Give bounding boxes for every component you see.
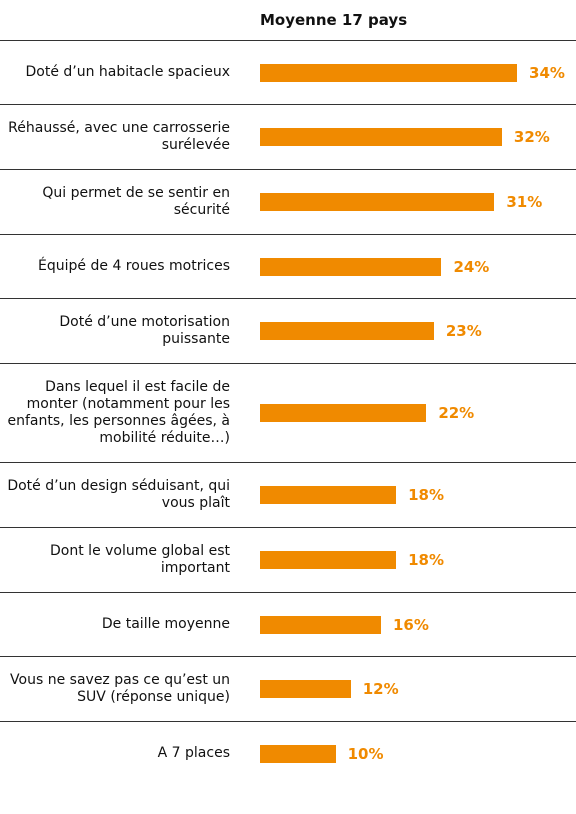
value-label: 18% bbox=[408, 486, 444, 504]
row: Équipé de 4 roues motrices 24% bbox=[0, 234, 576, 298]
category-label: Dont le volume global est important bbox=[50, 543, 230, 576]
bar-group: 24% bbox=[260, 257, 490, 276]
bar bbox=[260, 193, 495, 211]
row: Doté d’une motorisation puissante 23% bbox=[0, 298, 576, 363]
category-label: Réhaussé, avec une carrosserie surélevée bbox=[8, 120, 230, 153]
category-label: Doté d’un habitacle spacieux bbox=[25, 64, 231, 80]
bar bbox=[260, 744, 336, 763]
value-label: 16% bbox=[392, 615, 429, 634]
bar bbox=[260, 128, 502, 146]
bar bbox=[260, 404, 427, 422]
bar-group: 18% bbox=[260, 551, 444, 569]
row: Qui permet de se sentir en sécurité 31% bbox=[0, 169, 576, 234]
value-label: 10% bbox=[347, 744, 384, 763]
value-label: 32% bbox=[513, 128, 550, 146]
row: Vous ne savez pas ce qu’est un SUV (répo… bbox=[0, 656, 576, 721]
category-label: Qui permet de se sentir en sécurité bbox=[42, 185, 230, 218]
value-label: 22% bbox=[438, 404, 475, 422]
bar bbox=[260, 322, 434, 340]
category-label: Dans lequel il est facile de monter (not… bbox=[7, 379, 230, 446]
bar-group: 18% bbox=[260, 486, 444, 504]
category-label: Vous ne savez pas ce qu’est un SUV (répo… bbox=[10, 672, 230, 705]
value-label: 31% bbox=[506, 193, 543, 211]
bar-group: 12% bbox=[260, 680, 399, 698]
category-label: Équipé de 4 roues motrices bbox=[38, 258, 230, 274]
bar-group: 31% bbox=[260, 193, 542, 211]
value-label: 18% bbox=[408, 551, 444, 569]
row: Dans lequel il est facile de monter (not… bbox=[0, 363, 576, 462]
bar-group: 23% bbox=[260, 322, 482, 340]
category-label: Doté d’une motorisation puissante bbox=[59, 314, 230, 347]
category-label: De taille moyenne bbox=[101, 616, 230, 632]
bar-group: 32% bbox=[260, 128, 550, 146]
value-label: 23% bbox=[445, 322, 482, 340]
bar bbox=[260, 615, 381, 634]
bar bbox=[260, 257, 442, 276]
bar bbox=[260, 486, 397, 504]
row: A 7 places 10% bbox=[0, 721, 576, 785]
value-label: 12% bbox=[362, 680, 399, 698]
chart-title: Moyenne 17 pays bbox=[260, 11, 408, 29]
bar-group: 22% bbox=[260, 404, 474, 422]
row: Doté d’un habitacle spacieux 34% bbox=[0, 40, 576, 104]
category-label: Doté d’un design séduisant, qui vous pla… bbox=[7, 478, 230, 511]
category-label: A 7 places bbox=[157, 745, 230, 761]
bar-group: 10% bbox=[260, 744, 384, 763]
row: Réhaussé, avec une carrosserie surélevée… bbox=[0, 104, 576, 169]
bar-group: 16% bbox=[260, 615, 429, 634]
value-label: 24% bbox=[453, 257, 490, 276]
row: De taille moyenne 16% bbox=[0, 592, 576, 656]
bar bbox=[260, 63, 518, 82]
row: Dont le volume global est important 18% bbox=[0, 527, 576, 592]
row: Doté d’un design séduisant, qui vous pla… bbox=[0, 462, 576, 527]
bar bbox=[260, 551, 397, 569]
bar bbox=[260, 680, 351, 698]
bar-group: 34% bbox=[260, 63, 565, 82]
value-label: 34% bbox=[529, 63, 565, 82]
